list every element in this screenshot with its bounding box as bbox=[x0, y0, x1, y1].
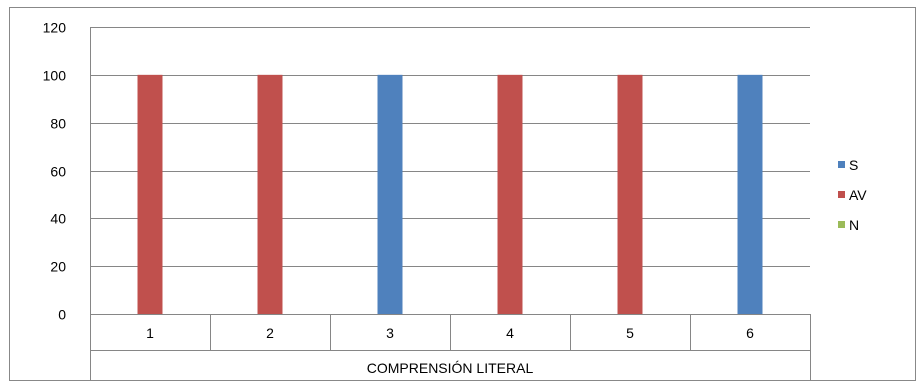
x-tick-label: 2 bbox=[266, 325, 274, 341]
x-tick-label: 6 bbox=[746, 325, 754, 341]
bar-s-6 bbox=[737, 74, 763, 314]
x-tick-label: 3 bbox=[386, 325, 394, 341]
y-tick-label: 120 bbox=[43, 20, 67, 36]
bar-av-5 bbox=[617, 74, 643, 314]
x-tick-labels: 1 2 3 4 5 6 bbox=[146, 325, 754, 341]
bars bbox=[137, 74, 763, 314]
gridlines bbox=[90, 27, 810, 267]
y-tick-label: 60 bbox=[50, 164, 66, 180]
bar-av-4 bbox=[497, 74, 523, 314]
x-tick-label: 1 bbox=[146, 325, 154, 341]
legend-label-s: S bbox=[849, 157, 858, 173]
y-tick-label: 40 bbox=[50, 211, 66, 227]
x-tick-label: 5 bbox=[626, 325, 634, 341]
x-tick-label: 4 bbox=[506, 325, 514, 341]
legend-label-n: N bbox=[849, 217, 859, 233]
bar-s-3 bbox=[377, 74, 403, 314]
y-tick-labels: 0 20 40 60 80 100 120 bbox=[43, 20, 67, 323]
y-tick-label: 0 bbox=[58, 307, 66, 323]
axes bbox=[90, 27, 811, 381]
y-tick-label: 100 bbox=[43, 68, 67, 84]
legend-swatch-n bbox=[838, 221, 845, 228]
legend-label-av: AV bbox=[849, 187, 867, 203]
category-group-label: COMPRENSIÓN LITERAL bbox=[367, 360, 534, 376]
legend-swatch-s bbox=[838, 161, 845, 168]
bar-av-2 bbox=[257, 74, 283, 314]
bar-av-1 bbox=[137, 74, 163, 314]
legend: S AV N bbox=[838, 157, 867, 233]
y-tick-label: 80 bbox=[50, 116, 66, 132]
y-tick-label: 20 bbox=[50, 259, 66, 275]
legend-swatch-av bbox=[838, 191, 845, 198]
